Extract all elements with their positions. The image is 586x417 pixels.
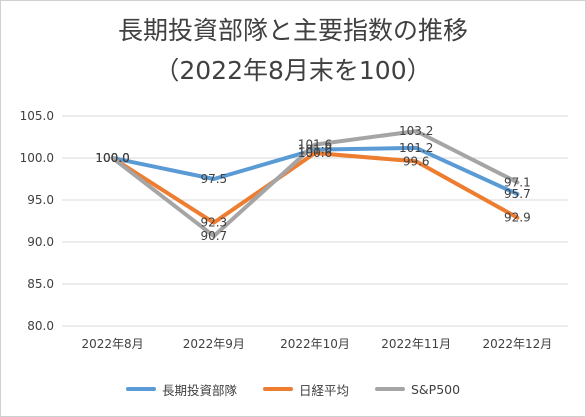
- data-label: 100.0: [95, 151, 129, 165]
- data-label: 97.5: [200, 172, 227, 186]
- series-line-2: [110, 129, 520, 239]
- x-tick-label: 2022年8月: [82, 337, 144, 351]
- chart-title: 長期投資部隊と主要指数の推移: [117, 16, 468, 45]
- legend-swatch: [125, 387, 156, 391]
- data-label: 100.0: [95, 151, 129, 165]
- x-tick-label: 2022年9月: [183, 337, 245, 351]
- legend-label: 長期投資部隊: [161, 382, 237, 398]
- y-tick-label: 90.0: [27, 235, 54, 249]
- y-tick-label: 95.0: [27, 193, 54, 207]
- data-label: 101.0: [298, 143, 332, 157]
- data-label: 99.6: [403, 154, 430, 168]
- gridlines: [62, 115, 568, 327]
- data-label: 90.7: [200, 229, 227, 243]
- data-label: 101.6: [298, 138, 332, 152]
- legend-label: S&P500: [410, 381, 461, 397]
- chart-subtitle: （2022年8月末を100）: [154, 56, 432, 85]
- data-label: 95.7: [504, 187, 531, 201]
- legend: 長期投資部隊 日経平均 S&P500: [0, 379, 586, 399]
- y-tick-label: 80.0: [27, 319, 54, 333]
- series-line-1: [110, 151, 520, 225]
- legend-item: 長期投資部隊: [125, 380, 237, 399]
- x-tick-label: 2022年10月: [280, 337, 350, 351]
- y-axis: 80.0 85.0 90.0 95.0 100.0 105.0: [20, 109, 54, 333]
- data-label: 97.1: [504, 175, 531, 189]
- data-label: 103.2: [399, 124, 433, 138]
- y-tick-label: 100.0: [20, 151, 54, 165]
- x-axis: 2022年8月 2022年9月 2022年10月 2022年11月 2022年12月: [82, 337, 553, 351]
- legend-swatch: [374, 387, 405, 391]
- x-tick-label: 2022年11月: [381, 337, 451, 351]
- legend-item: S&P500: [374, 381, 461, 397]
- legend-swatch: [262, 387, 293, 391]
- data-label: 101.2: [399, 141, 433, 155]
- x-tick-label: 2022年12月: [482, 337, 552, 351]
- y-tick-label: 105.0: [20, 109, 54, 123]
- data-label: 100.0: [95, 151, 129, 165]
- data-label: 92.3: [200, 216, 227, 230]
- series-line-0: [110, 145, 520, 197]
- y-tick-label: 85.0: [27, 277, 54, 291]
- series-lines: [110, 129, 520, 239]
- data-label: 92.9: [504, 211, 531, 225]
- data-label: 100.6: [298, 146, 332, 160]
- legend-label: 日経平均: [298, 382, 349, 398]
- legend-item: 日経平均: [262, 380, 349, 399]
